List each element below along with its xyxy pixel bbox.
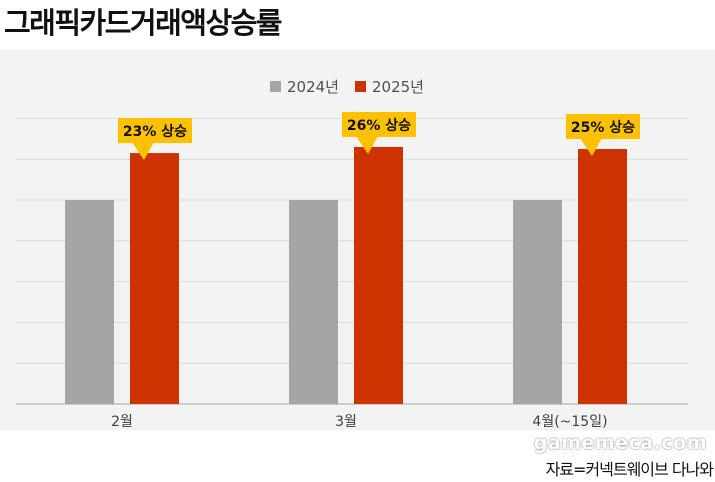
callout-pointer [356, 135, 378, 154]
x-tick-label: 2월 [111, 414, 133, 430]
legend-label-2024: 2024년 [287, 77, 339, 96]
legend-item-2024: 2024년 [270, 76, 339, 97]
callout-pointer [132, 142, 154, 161]
bar-2024-1 [65, 200, 114, 404]
bar-2025-1 [130, 153, 179, 404]
x-tick-label: 4월(~15일) [532, 414, 607, 430]
chart-title: 그래픽카드거래액상승률 [4, 6, 282, 40]
callout-label: 26% 상승 [347, 118, 411, 134]
callout-box [118, 118, 192, 144]
callout-2: 26% 상승 [342, 111, 416, 154]
callout-box [566, 114, 640, 139]
bar-2025-3 [578, 149, 627, 404]
legend-label-2025: 2025년 [371, 77, 424, 96]
callout-1: 23% 상승 [118, 118, 192, 161]
bar-2024-3 [513, 200, 562, 404]
legend-swatch-2025 [354, 80, 366, 92]
callout-label: 23% 상승 [123, 124, 187, 140]
callout-pointer [580, 138, 602, 156]
legend-item-2025: 2025년 [354, 76, 424, 97]
callout-label: 25% 상승 [571, 120, 635, 136]
callout-3: 25% 상승 [566, 114, 640, 156]
callout-box [342, 111, 416, 137]
bar-2024-2 [289, 200, 338, 404]
watermark-text: gamemeca.com [533, 432, 707, 454]
legend-swatch-2024 [270, 80, 281, 92]
legend: 2024년 2025년 [270, 76, 424, 96]
source-note: 자료=커넥트웨이브 다나와 [545, 460, 714, 479]
bar-2025-2 [354, 146, 403, 404]
x-tick-label: 3월 [335, 414, 357, 430]
